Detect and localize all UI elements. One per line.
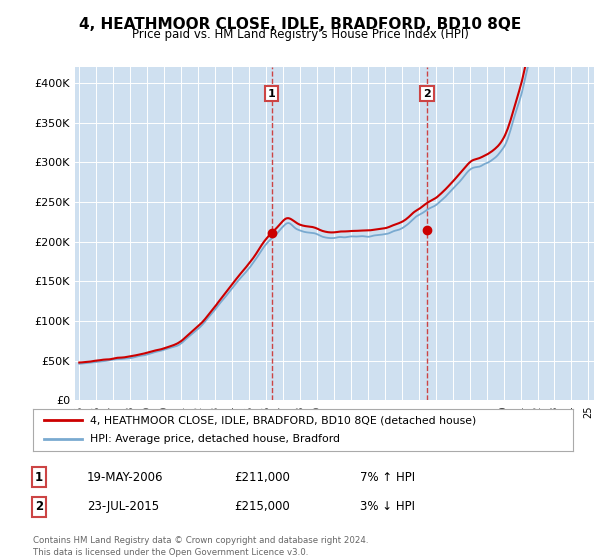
Text: 4, HEATHMOOR CLOSE, IDLE, BRADFORD, BD10 8QE: 4, HEATHMOOR CLOSE, IDLE, BRADFORD, BD10… [79, 17, 521, 32]
Text: 2: 2 [35, 500, 43, 514]
Text: HPI: Average price, detached house, Bradford: HPI: Average price, detached house, Brad… [90, 435, 340, 445]
Text: 23-JUL-2015: 23-JUL-2015 [87, 500, 159, 514]
Text: Contains HM Land Registry data © Crown copyright and database right 2024.
This d: Contains HM Land Registry data © Crown c… [33, 536, 368, 557]
Text: 4, HEATHMOOR CLOSE, IDLE, BRADFORD, BD10 8QE (detached house): 4, HEATHMOOR CLOSE, IDLE, BRADFORD, BD10… [90, 415, 476, 425]
Text: £211,000: £211,000 [234, 470, 290, 484]
Text: 3% ↓ HPI: 3% ↓ HPI [360, 500, 415, 514]
Text: £215,000: £215,000 [234, 500, 290, 514]
Text: 1: 1 [268, 88, 275, 99]
Text: 2: 2 [423, 88, 431, 99]
Text: Price paid vs. HM Land Registry's House Price Index (HPI): Price paid vs. HM Land Registry's House … [131, 28, 469, 41]
Text: 7% ↑ HPI: 7% ↑ HPI [360, 470, 415, 484]
Text: 1: 1 [35, 470, 43, 484]
Text: 19-MAY-2006: 19-MAY-2006 [87, 470, 163, 484]
